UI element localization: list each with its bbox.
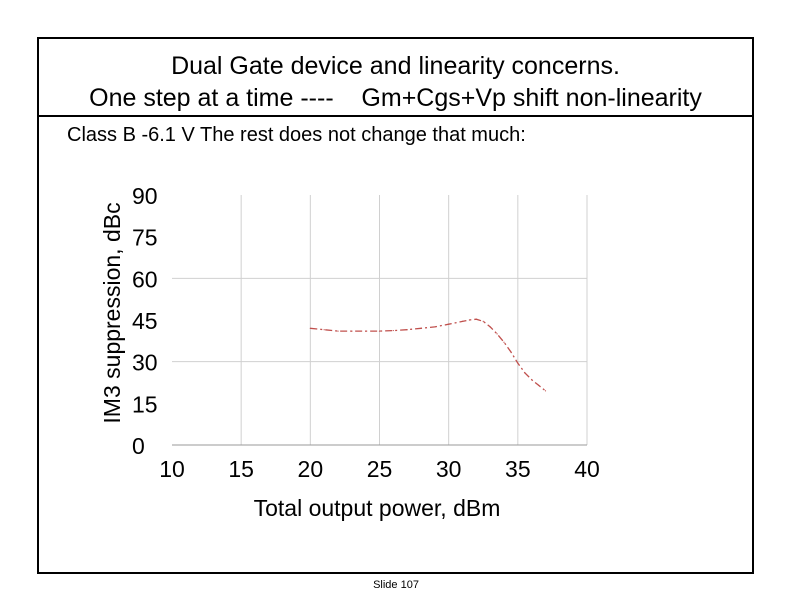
slide-title: Dual Gate device and linearity concerns. — [171, 52, 620, 80]
series-group — [309, 318, 547, 392]
grid-lines — [172, 195, 588, 445]
data-point — [365, 330, 367, 332]
series-line — [310, 318, 546, 392]
data-point — [475, 318, 477, 320]
data-point — [392, 329, 394, 332]
x-tick-label: 35 — [505, 456, 531, 482]
data-point — [448, 323, 450, 325]
y-tick-label: 60 — [132, 266, 158, 292]
data-point — [496, 333, 498, 335]
title-box: Dual Gate device and linearity concerns.… — [37, 37, 754, 117]
data-point — [524, 372, 526, 374]
data-point — [489, 326, 491, 328]
y-tick-label: 30 — [132, 350, 158, 376]
data-point — [337, 330, 339, 332]
data-point — [468, 319, 471, 321]
x-tick-label: 30 — [436, 456, 462, 482]
data-point — [482, 320, 484, 322]
data-point — [434, 326, 436, 328]
chart-caption: Class B -6.1 V The rest does not change … — [67, 124, 526, 146]
data-point — [309, 327, 311, 329]
data-point — [461, 320, 464, 322]
x-tick-label: 25 — [367, 456, 393, 482]
data-point — [544, 390, 547, 392]
data-point — [406, 329, 408, 331]
data-point — [503, 341, 505, 343]
data-point — [323, 329, 325, 331]
y-tick-label: 0 — [132, 433, 145, 459]
x-tick-label: 15 — [228, 456, 254, 482]
slide-number: Slide 107 — [373, 579, 419, 591]
slide-frame — [37, 37, 754, 574]
slide-subtitle-line: One step at a time ---- Gm+Cgs+Vp shift … — [89, 84, 702, 112]
data-point — [510, 351, 512, 353]
data-point — [351, 330, 353, 332]
data-point — [420, 327, 422, 329]
tick-labels: 0 15 30 45 60 75 90 10 15 20 25 30 35 40 — [132, 183, 600, 482]
data-point — [537, 384, 540, 386]
x-tick-label: 40 — [574, 456, 600, 482]
y-tick-label: 75 — [132, 225, 158, 251]
y-tick-label: 45 — [132, 308, 158, 334]
data-point — [517, 362, 519, 364]
x-tick-label: 20 — [298, 456, 324, 482]
x-tick-label: 10 — [159, 456, 185, 482]
y-axis-label: IM3 suppression, dBc — [99, 202, 125, 423]
data-point — [531, 379, 533, 381]
y-tick-label: 15 — [132, 391, 158, 417]
y-tick-label: 90 — [132, 183, 158, 209]
x-axis-label: Total output power, dBm — [254, 495, 501, 521]
data-point — [378, 330, 381, 332]
